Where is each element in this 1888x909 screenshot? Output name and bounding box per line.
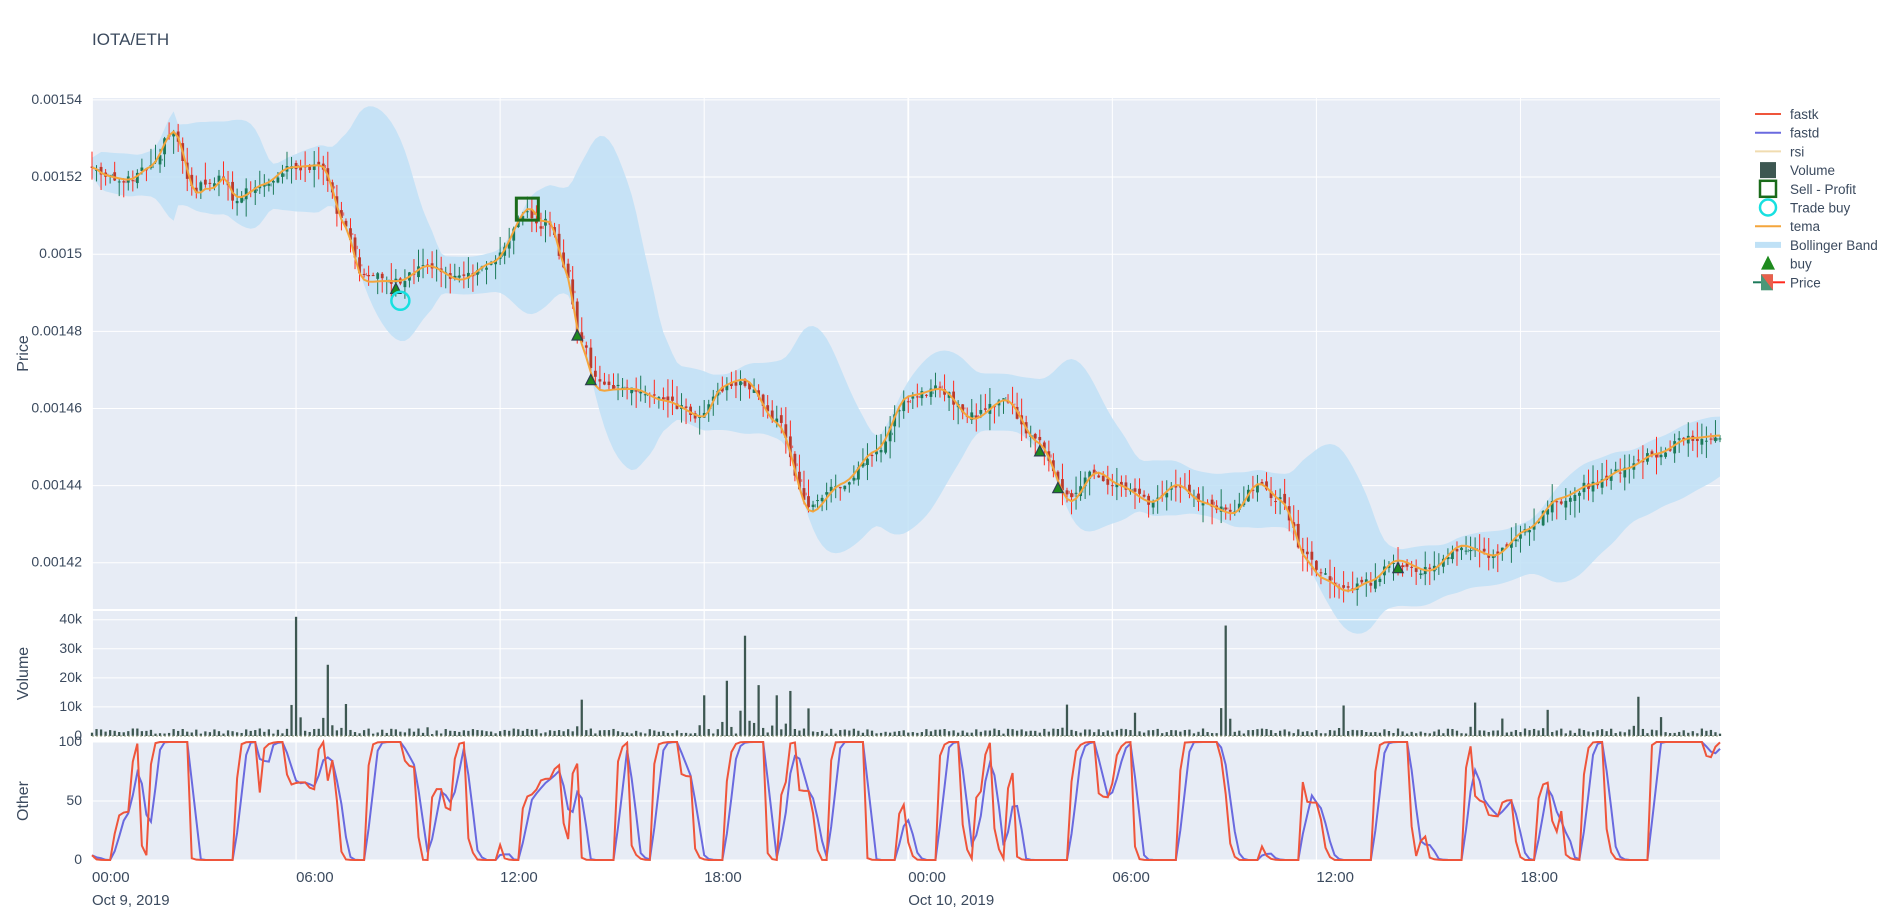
svg-text:0.00146: 0.00146 xyxy=(31,399,82,415)
svg-text:Price: Price xyxy=(15,335,32,372)
svg-text:06:00: 06:00 xyxy=(296,869,334,886)
svg-text:00:00: 00:00 xyxy=(92,869,130,886)
svg-text:Volume: Volume xyxy=(1790,163,1835,178)
svg-text:0.00148: 0.00148 xyxy=(31,322,82,338)
svg-text:fastk: fastk xyxy=(1790,107,1819,122)
svg-text:0.00152: 0.00152 xyxy=(31,168,82,184)
svg-text:Trade buy: Trade buy xyxy=(1790,201,1851,216)
svg-text:30k: 30k xyxy=(59,640,83,656)
svg-text:06:00: 06:00 xyxy=(1112,869,1150,886)
svg-text:tema: tema xyxy=(1790,219,1821,234)
svg-text:18:00: 18:00 xyxy=(1520,869,1558,886)
svg-text:12:00: 12:00 xyxy=(500,869,538,886)
svg-text:Bollinger Band: Bollinger Band xyxy=(1790,238,1878,253)
svg-text:buy: buy xyxy=(1790,257,1812,272)
svg-text:12:00: 12:00 xyxy=(1316,869,1354,886)
svg-text:rsi: rsi xyxy=(1790,144,1804,159)
svg-text:100: 100 xyxy=(59,733,83,749)
svg-text:50: 50 xyxy=(66,792,82,808)
svg-text:0.0015: 0.0015 xyxy=(39,245,82,261)
svg-text:0.00142: 0.00142 xyxy=(31,554,82,570)
svg-text:Oct 10, 2019: Oct 10, 2019 xyxy=(908,892,994,909)
svg-text:Price: Price xyxy=(1790,275,1821,290)
svg-text:18:00: 18:00 xyxy=(704,869,742,886)
svg-text:Sell - Profit: Sell - Profit xyxy=(1790,182,1856,197)
svg-text:fastd: fastd xyxy=(1790,126,1819,141)
svg-text:Other: Other xyxy=(15,780,32,821)
svg-text:10k: 10k xyxy=(59,698,83,714)
svg-text:40k: 40k xyxy=(59,611,83,627)
svg-text:Volume: Volume xyxy=(15,647,32,700)
svg-text:Oct 9, 2019: Oct 9, 2019 xyxy=(92,892,170,909)
svg-text:00:00: 00:00 xyxy=(908,869,946,886)
svg-text:0.00154: 0.00154 xyxy=(31,91,82,107)
svg-text:0: 0 xyxy=(74,851,82,867)
svg-text:0.00144: 0.00144 xyxy=(31,477,82,493)
svg-text:20k: 20k xyxy=(59,669,83,685)
